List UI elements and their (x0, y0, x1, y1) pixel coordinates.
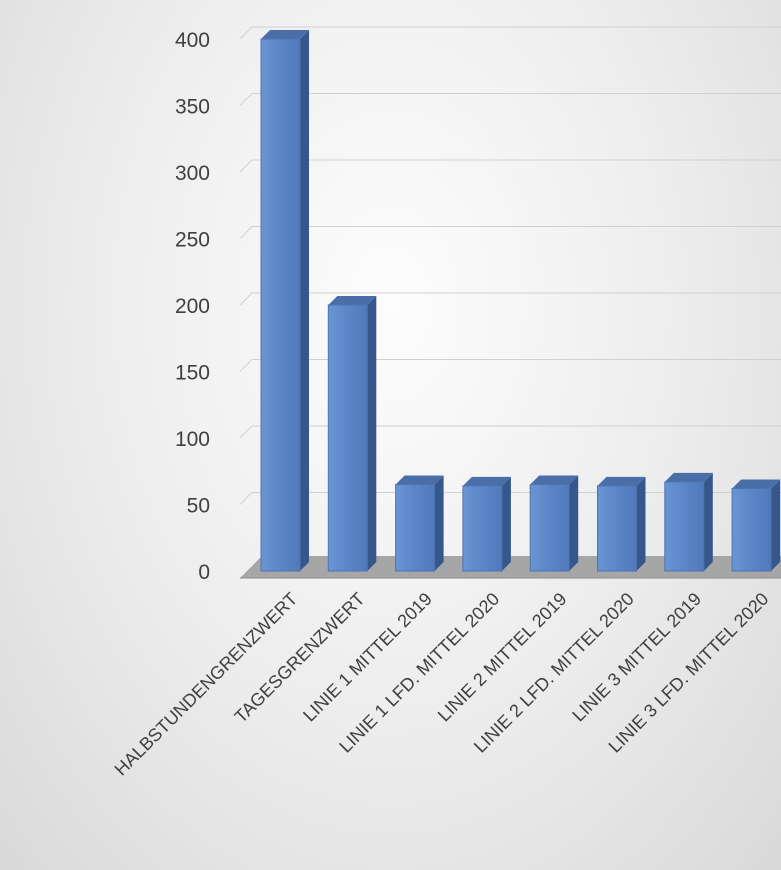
gridline-diagonal (239, 492, 253, 505)
y-axis-tick-labels: 0 50 100 150 200 250 300 350 400 (175, 29, 210, 584)
bar-front (260, 38, 301, 572)
bar (731, 479, 781, 572)
gridline-diagonal (239, 359, 253, 372)
bar-top (732, 479, 781, 489)
bar-side (367, 296, 377, 571)
x-category-label: LINIE 1 MITTEL 2019 (299, 589, 436, 726)
bar-side (636, 476, 646, 571)
y-tick-label: 250 (175, 229, 210, 252)
bar (395, 475, 444, 572)
bar-top (261, 30, 309, 39)
bar-top (395, 475, 444, 485)
bar (327, 296, 377, 572)
bar-side (703, 472, 713, 571)
bar-top (597, 476, 646, 486)
bar-top (328, 296, 377, 305)
bar-side (569, 475, 579, 571)
bar (462, 476, 511, 572)
bar-front (462, 485, 503, 572)
bar-side (501, 476, 511, 571)
bar (597, 476, 646, 572)
y-tick-label: 350 (175, 96, 210, 119)
bar (260, 30, 309, 572)
x-category-label: LINIE 2 MITTEL 2019 (434, 589, 571, 726)
bar-front (327, 304, 368, 572)
gridlines (239, 26, 781, 505)
bar (529, 475, 579, 572)
x-axis-category-labels: HALBSTUNDENGRENZWERTTAGESGRENZWERTLINIE … (111, 589, 773, 780)
gridline-diagonal (239, 159, 253, 173)
bar-side (434, 475, 444, 571)
gridline-diagonal (239, 226, 253, 239)
y-tick-label: 100 (175, 428, 210, 451)
y-tick-label: 0 (198, 561, 210, 584)
bar-side (771, 479, 781, 571)
bar-front (529, 484, 570, 572)
bar-top (664, 472, 713, 482)
bar (664, 472, 713, 572)
gridline-diagonal (239, 292, 253, 306)
bar-top (462, 476, 511, 486)
gridline-diagonal (239, 26, 253, 40)
bar-front (731, 488, 772, 572)
y-tick-label: 300 (175, 162, 210, 185)
bars (260, 30, 781, 572)
y-tick-label: 400 (175, 29, 210, 52)
y-tick-label: 150 (175, 362, 210, 385)
x-category-label: LINIE 3 MITTEL 2019 (568, 589, 705, 726)
bar-front (597, 485, 637, 572)
gridline-diagonal (239, 93, 253, 106)
gridline-diagonal (239, 425, 253, 439)
bar-front (395, 484, 436, 572)
y-tick-label: 200 (175, 295, 210, 318)
y-tick-label: 50 (187, 495, 210, 518)
bar-side (300, 30, 309, 571)
bar-front (664, 481, 705, 572)
x-category-label: TAGESGRENZWERT (230, 589, 368, 727)
bar-top (530, 475, 579, 485)
